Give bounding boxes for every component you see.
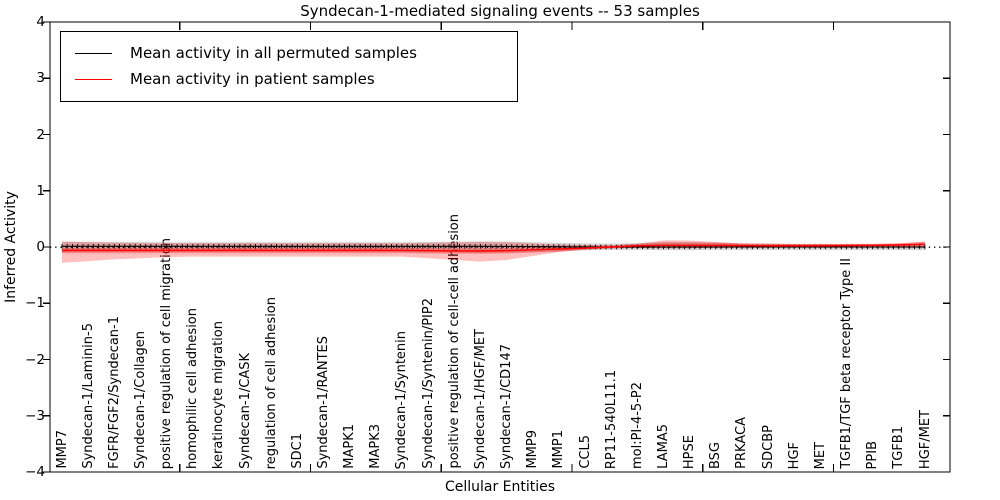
x-axis-title: Cellular Entities <box>444 479 556 495</box>
x-tick-label: LAMA5 <box>655 424 671 469</box>
x-tick-label: HPSE <box>682 434 698 469</box>
x-tick-label: regulation of cell adhesion <box>263 296 279 469</box>
chart-title: Syndecan-1-mediated signaling events -- … <box>300 2 700 20</box>
x-tick-label: BSG <box>708 441 724 469</box>
x-tick-label: PRKACA <box>734 417 750 469</box>
x-tick-label: HGF <box>786 441 802 469</box>
x-tick-label: PPIB <box>865 440 881 469</box>
black-line-sample-icon <box>75 52 112 54</box>
y-tick-label: 1 <box>36 182 45 199</box>
x-tick-label: SDC1 <box>289 433 305 469</box>
y-tick-label: 0 <box>36 239 45 255</box>
legend-label: Mean activity in all permuted samples <box>130 44 417 62</box>
x-tick-label: Syndecan-1/Collagen <box>132 331 148 469</box>
x-tick-label: Syndecan-1/Laminin-5 <box>80 323 96 469</box>
y-tick-label: −2 <box>25 351 45 368</box>
y-tick-label: −3 <box>25 407 45 424</box>
x-tick-label: Syndecan-1/CD147 <box>499 343 515 469</box>
x-tick-label: Syndecan-1/CASK <box>237 353 253 469</box>
y-tick-label: −4 <box>25 464 45 480</box>
x-tick-label: MAPK3 <box>368 424 384 469</box>
x-tick-label: keratinocyte migration <box>211 320 227 469</box>
y-tick-label: −1 <box>25 295 45 312</box>
x-tick-label: HGF/MET <box>917 409 933 469</box>
x-tick-label: FGFR/FGF2/Syndecan-1 <box>106 316 122 469</box>
x-tick-label: Syndecan-1/Syntenin/PIP2 <box>420 298 436 469</box>
legend-item-permuted: Mean activity in all permuted samples <box>75 40 507 66</box>
x-tick-label: MAPK1 <box>342 424 358 469</box>
x-tick-label: CCL5 <box>577 435 593 469</box>
x-tick-label: MMP1 <box>551 430 567 469</box>
x-tick-label: positive regulation of cell-cell adhesio… <box>446 214 462 469</box>
x-tick-label: SDCBP <box>760 424 776 469</box>
legend: Mean activity in all permuted samples Me… <box>60 31 518 102</box>
x-tick-label: Syndecan-1/Syntenin <box>394 330 410 470</box>
x-tick-label: positive regulation of cell migration <box>159 237 175 469</box>
legend-item-patient: Mean activity in patient samples <box>75 66 507 92</box>
x-tick-label: TGFB1 <box>891 426 907 469</box>
x-tick-label: homophilic cell adhesion <box>185 308 201 469</box>
x-tick-label: Syndecan-1/HGF/MET <box>472 328 488 469</box>
x-tick-label: MMP9 <box>525 430 541 469</box>
legend-label: Mean activity in patient samples <box>130 70 375 88</box>
x-tick-label: mol:PI-4-5-P2 <box>629 381 645 469</box>
red-line-sample-icon <box>75 78 112 80</box>
x-tick-label: Syndecan-1/RANTES <box>316 336 331 469</box>
x-tick-label: MMP7 <box>54 430 70 469</box>
y-tick-label: 4 <box>36 14 45 30</box>
x-tick-label: TGFB1/TGF beta receptor Type II <box>839 258 855 469</box>
y-tick-label: 2 <box>36 126 45 143</box>
x-tick-label: RP11-540L11.1 <box>603 369 619 469</box>
y-tick-label: 3 <box>36 70 45 87</box>
x-tick-label: MET <box>812 441 828 469</box>
